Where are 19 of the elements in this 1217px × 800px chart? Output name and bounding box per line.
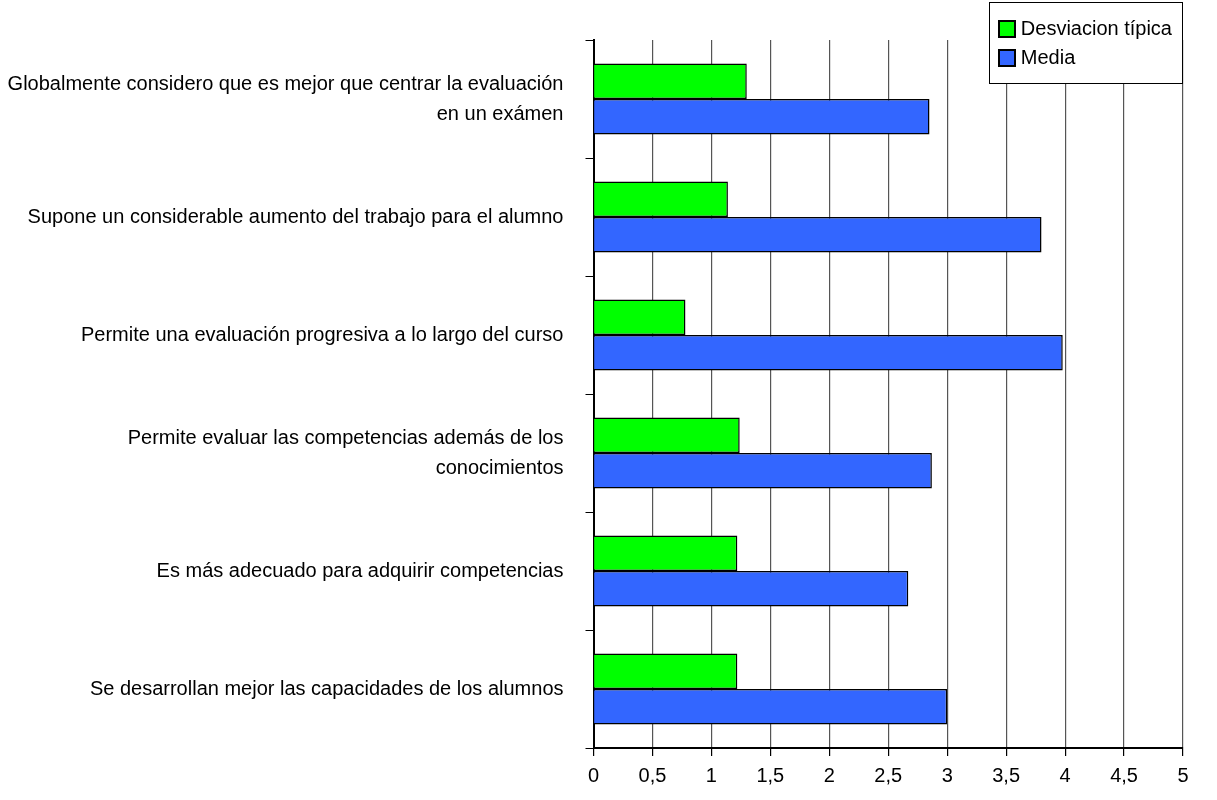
y-tick-label: Supone un considerable aumento del trabajo para el alumno xyxy=(27,204,564,227)
x-tick-label: 4 xyxy=(1059,763,1071,786)
legend-label: Media xyxy=(1020,46,1076,69)
y-tick-label: Globalmente considero que es mejor que centrar la evaluación en un exámen xyxy=(7,71,564,124)
y-tick-label: Permite una evaluación progresiva a lo largo del curso xyxy=(81,322,564,345)
y-tick-label: Es más adecuado para adquirir competencias xyxy=(156,558,564,581)
x-tick-label: 5 xyxy=(1177,763,1189,786)
x-tick-label: 2,5 xyxy=(874,763,903,786)
x-tick-label: 1 xyxy=(705,763,717,786)
x-tick-label: 1,5 xyxy=(756,763,785,786)
y-tick-label: Permite evaluar las competencias además de los conocimientos xyxy=(127,425,564,478)
x-tick-label: 3 xyxy=(941,763,953,786)
x-tick-label: 0 xyxy=(587,763,600,786)
x-tick-label: 0,5 xyxy=(638,763,667,786)
x-tick-label: 3,5 xyxy=(992,763,1021,786)
x-tick-label: 4,5 xyxy=(1110,763,1138,786)
x-tick-label: 2 xyxy=(823,763,835,786)
legend-label: Desviacion típica xyxy=(1020,17,1172,40)
y-tick-label: Se desarrollan mejor las capacidades de los alumnos xyxy=(89,676,564,699)
